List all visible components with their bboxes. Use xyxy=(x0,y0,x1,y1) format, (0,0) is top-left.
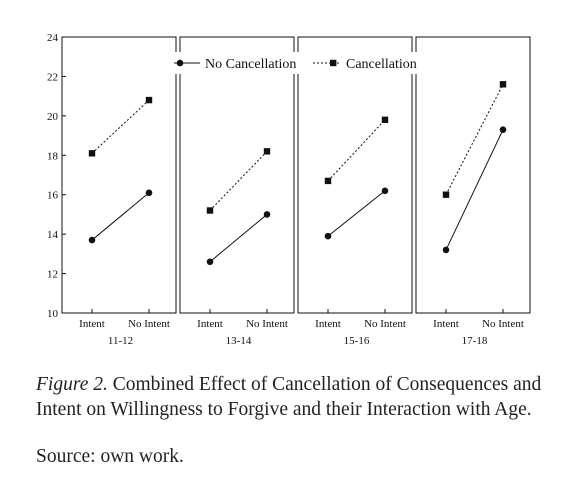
series-line xyxy=(327,119,386,182)
legend-label-cancellation: Cancellation xyxy=(346,57,417,72)
x-tick-label: No Intent xyxy=(246,318,288,330)
y-tick-label: 16 xyxy=(47,190,59,202)
panel-frame xyxy=(179,36,295,314)
data-point xyxy=(145,189,153,197)
caption-text: Combined Effect of Cancellation of Conse… xyxy=(36,374,542,420)
data-point xyxy=(499,81,507,88)
x-tick-label: Intent xyxy=(197,318,223,330)
data-point xyxy=(381,116,389,123)
legend-label-no-cancellation: No Cancellation xyxy=(205,57,296,72)
x-tick-label: Intent xyxy=(433,318,459,330)
data-point xyxy=(206,207,214,214)
panel-label: 15-16 xyxy=(344,335,370,347)
y-tick-label: 12 xyxy=(47,269,58,281)
panel-frame xyxy=(61,36,177,314)
data-point xyxy=(442,246,450,254)
series-line xyxy=(91,192,150,241)
y-tick-label: 14 xyxy=(47,229,59,241)
data-point xyxy=(88,150,96,157)
x-tick-label: No Intent xyxy=(128,318,170,330)
y-tick-label: 10 xyxy=(47,308,59,320)
panel-label: 13-14 xyxy=(226,335,252,347)
y-tick-label: 20 xyxy=(47,111,59,123)
source-note: Source: own work. xyxy=(36,446,184,467)
data-point xyxy=(381,187,389,195)
data-point xyxy=(324,232,332,240)
series-line xyxy=(445,84,504,195)
x-tick-label: Intent xyxy=(79,318,105,330)
data-point xyxy=(263,148,271,155)
legend-marker-cancellation xyxy=(330,59,337,67)
data-point xyxy=(442,191,450,198)
panel-label: 17-18 xyxy=(462,335,488,347)
x-tick-label: Intent xyxy=(315,318,341,330)
figure-caption: Figure 2. Combined Effect of Cancellatio… xyxy=(36,372,556,422)
series-line xyxy=(91,99,150,154)
figure-label: Figure 2. xyxy=(36,374,108,395)
series-line xyxy=(209,214,268,263)
data-point xyxy=(499,126,507,133)
data-point xyxy=(263,211,271,218)
x-tick-label: No Intent xyxy=(364,318,406,330)
data-point xyxy=(145,96,153,104)
panel-frame xyxy=(415,36,531,314)
x-tick-label: No Intent xyxy=(482,318,524,330)
data-point xyxy=(88,236,96,244)
data-point xyxy=(206,258,214,266)
legend-background xyxy=(170,52,425,74)
panel-label: 11-12 xyxy=(108,335,133,347)
series-line xyxy=(209,150,268,211)
panel-frame xyxy=(297,36,413,314)
legend-marker-no-cancellation xyxy=(176,59,184,67)
series-line xyxy=(327,190,386,237)
series-line xyxy=(445,129,504,251)
y-tick-label: 22 xyxy=(47,71,58,83)
data-point xyxy=(324,177,332,185)
y-tick-label: 18 xyxy=(47,150,59,162)
y-tick-label: 24 xyxy=(47,32,59,44)
